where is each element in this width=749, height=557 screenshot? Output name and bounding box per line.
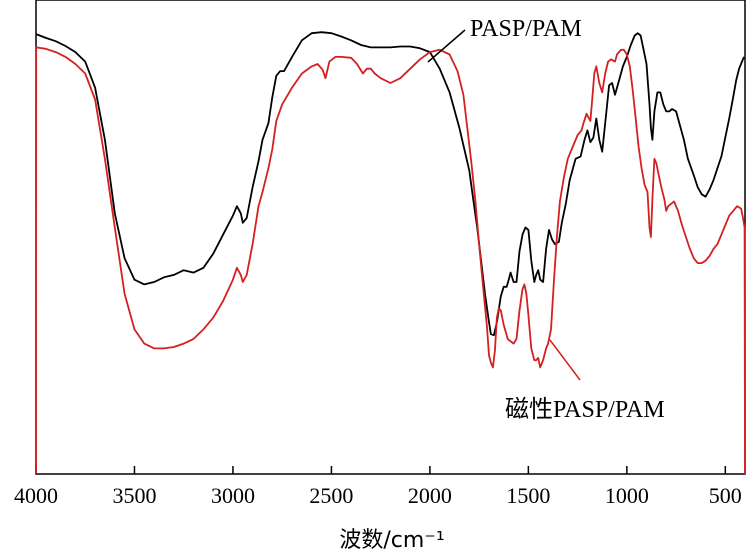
x-tick-label-3000: 3000 bbox=[211, 483, 255, 508]
x-tick-label-4000: 4000 bbox=[14, 483, 58, 508]
annotation-leader-magnetic-pasp-pam bbox=[549, 339, 581, 381]
x-tick-label-1000: 1000 bbox=[605, 483, 649, 508]
x-tick-label-500: 500 bbox=[709, 483, 742, 508]
x-tick-label-2000: 2000 bbox=[408, 483, 452, 508]
x-axis-title: 波数/cm⁻¹ bbox=[339, 528, 444, 553]
x-tick-label-3500: 3500 bbox=[112, 483, 156, 508]
series-layer bbox=[35, 31, 746, 475]
series-line-magnetic-pasp-pam bbox=[35, 46, 746, 475]
x-axis-tick-labels: 4000 3500 3000 2500 2000 1500 1000 500 bbox=[14, 483, 742, 508]
series-line-pasp-pam bbox=[35, 31, 745, 336]
x-tick-label-2500: 2500 bbox=[309, 483, 353, 508]
annotation-magnetic-pasp-pam: 磁性PASP/PAM bbox=[505, 396, 665, 423]
x-tick-label-1500: 1500 bbox=[506, 483, 550, 508]
x-axis-ticks bbox=[35, 466, 727, 474]
annotation-leader-pasp-pam bbox=[427, 29, 466, 63]
annotation-pasp-pam: PASP/PAM bbox=[470, 16, 582, 42]
